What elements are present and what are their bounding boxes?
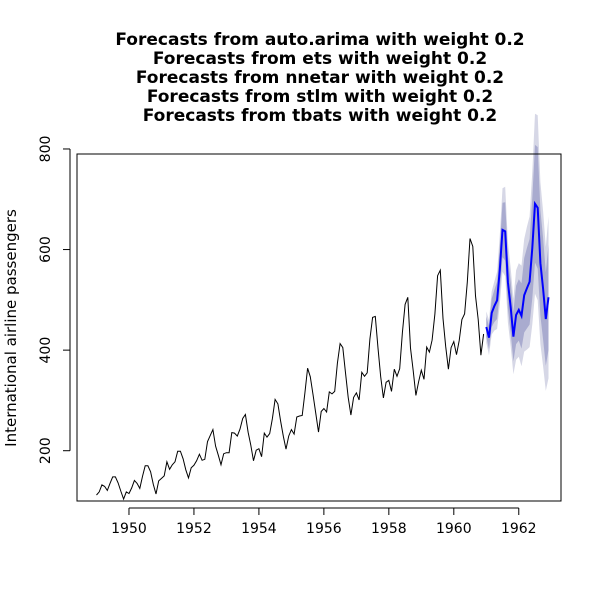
x-axis: 1950 1952 1954 1956 1958 1960 1962 [111,507,537,537]
y-tick-label: 400 [38,337,54,364]
x-tick-label: 1952 [176,521,212,537]
y-tick-label: 600 [38,236,54,263]
title-line-4: Forecasts from stlm with weight 0.2 [147,87,493,107]
title-line-3: Forecasts from nnetar with weight 0.2 [136,68,504,88]
plot-frame [76,153,562,502]
x-tick-label: 1954 [241,521,277,537]
y-tick-label: 200 [38,437,54,464]
title-line-5: Forecasts from tbats with weight 0.2 [143,106,498,126]
title-line-1: Forecasts from auto.arima with weight 0.… [115,30,524,50]
y-axis: 200 400 600 800 [38,136,71,464]
prediction-interval-80 [486,144,549,366]
y-tick-label: 800 [38,136,54,163]
x-tick-label: 1956 [306,521,342,537]
prediction-interval-95 [486,113,549,391]
x-tick-label: 1962 [501,521,537,537]
x-tick-label: 1958 [371,521,407,537]
title-line-2: Forecasts from ets with weight 0.2 [153,49,487,69]
history-series-line [96,238,485,501]
forecast-series-line [485,200,550,338]
chart-titles: Forecasts from auto.arima with weight 0.… [115,30,524,126]
x-tick-label: 1960 [436,521,472,537]
x-tick-label: 1950 [111,521,147,537]
plot-layer [96,113,550,501]
y-axis-label: International airline passengers [2,209,20,447]
